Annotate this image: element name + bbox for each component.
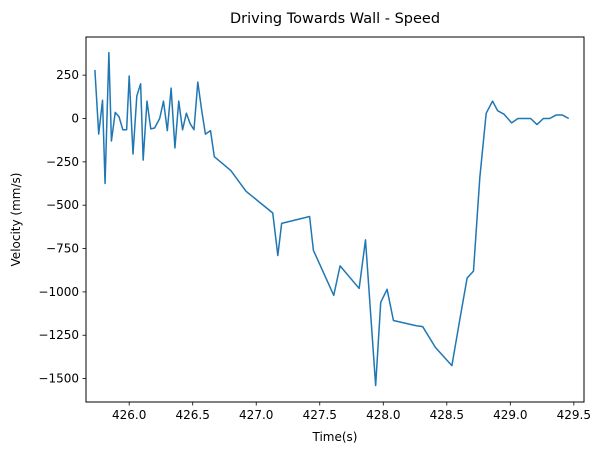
- y-tick-label: 250: [56, 68, 79, 82]
- y-axis-label: Velocity (mm/s): [9, 173, 23, 267]
- x-tick-label: 428.5: [430, 408, 464, 422]
- y-axis: 250 0 −250 −500 −750 −1000 −1250 −1500: [38, 68, 86, 386]
- series-line-0: [94, 51, 570, 387]
- x-tick-label: 426.5: [176, 408, 210, 422]
- x-tick-label: 427.0: [239, 408, 273, 422]
- x-tick-label: 428.0: [366, 408, 400, 422]
- y-tick-label: −250: [46, 155, 79, 169]
- y-tick-label: −750: [46, 242, 79, 256]
- x-axis-label: Time(s): [312, 430, 358, 444]
- x-axis: 426.0 426.5 427.0 427.5 428.0 428.5 429.0 429.5: [112, 402, 591, 422]
- y-tick-label: −1000: [38, 285, 79, 299]
- x-tick-label: 429.5: [557, 408, 591, 422]
- x-tick-label: 426.0: [112, 408, 146, 422]
- x-tick-label: 429.0: [493, 408, 527, 422]
- y-tick-label: −1500: [38, 372, 79, 386]
- y-tick-label: −1250: [38, 328, 79, 342]
- plot-area: [85, 36, 585, 403]
- series-layer: [94, 51, 570, 387]
- y-tick-label: −500: [46, 198, 79, 212]
- y-tick-label: 0: [71, 111, 79, 125]
- chart-title: Driving Towards Wall - Speed: [230, 11, 440, 27]
- x-tick-label: 427.5: [303, 408, 337, 422]
